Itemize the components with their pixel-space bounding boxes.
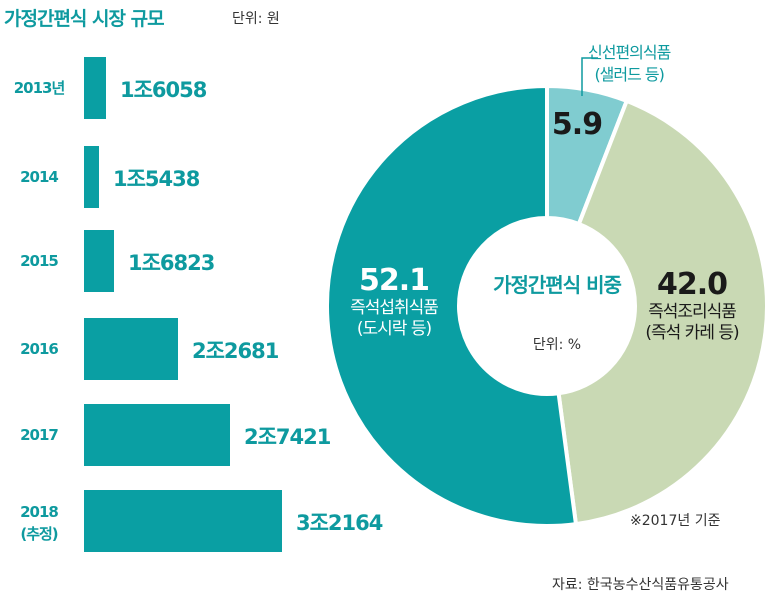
donut-center-title: 가정간편식 비중: [493, 273, 622, 297]
donut-unit-label: 단위: %: [532, 337, 582, 353]
callout-line: [581, 57, 598, 96]
bar-category-text: 2018: [20, 503, 59, 521]
chart-title: 가정간편식 시장 규모: [4, 8, 165, 30]
slice-name-ready: 즉석섭취식품: [350, 298, 439, 318]
bar-value-label: 2조7421: [244, 425, 331, 449]
bar-value-label: 2조2681: [192, 339, 279, 363]
bar: [84, 404, 230, 466]
slice-label-ready: 52.1 즉석섭취식품 (도시락 등): [322, 264, 466, 340]
bar-value-label: 1조6058: [120, 78, 207, 102]
bar-category-text: 2017: [20, 426, 59, 444]
slice-value-ready: 52.1: [358, 263, 430, 298]
slice-value-cooked: 42.0: [656, 267, 728, 302]
bar-category-label: 2016: [0, 340, 78, 358]
bar: [84, 318, 178, 380]
slice-label-cooked: 42.0 즉석조리식품 (즉석 카레 등): [622, 268, 762, 344]
bar-value-label: 3조2164: [296, 511, 383, 535]
bar-category-label: 2015: [0, 252, 78, 270]
callout-sub: (샐러드 등): [594, 65, 664, 84]
bar-unit-label: 단위: 원: [232, 11, 280, 27]
bar-value-label: 1조6823: [128, 251, 215, 275]
bar-category-text: 2015: [20, 252, 59, 270]
callout-name: 신선편의식품: [588, 43, 671, 62]
source-note: 자료: 한국농수산식품유통공사: [552, 577, 729, 593]
bar-category-label: 2013년: [0, 79, 78, 97]
bar-value-label: 1조5438: [113, 167, 200, 191]
bar: [84, 230, 114, 292]
bar-category-text: 2016: [20, 340, 59, 358]
slice-value-fresh: 5.9: [551, 107, 603, 142]
bar-category-text: (추정): [20, 525, 58, 543]
slice-name-cooked: 즉석조리식품: [648, 302, 737, 322]
slice-label-fresh: 5.9: [540, 108, 614, 142]
basis-note: ※2017년 기준: [630, 513, 721, 529]
slice-sub-cooked: (즉석 카레 등): [645, 323, 739, 343]
donut-slice: [556, 98, 767, 527]
slice-sub-ready: (도시락 등): [356, 319, 432, 339]
bar-category-label: 2014: [0, 168, 78, 186]
bar-category-text: 2013년: [13, 79, 66, 97]
bar: [84, 146, 99, 208]
bar-category-label: 2018 (추정): [0, 503, 78, 543]
bar-category-text: 2014: [20, 168, 59, 186]
bar: [84, 490, 282, 552]
fresh-callout: 신선편의식품 (샐러드 등): [588, 42, 671, 86]
bar: [84, 57, 106, 119]
bar-category-label: 2017: [0, 426, 78, 444]
donut-slice: [325, 83, 579, 528]
